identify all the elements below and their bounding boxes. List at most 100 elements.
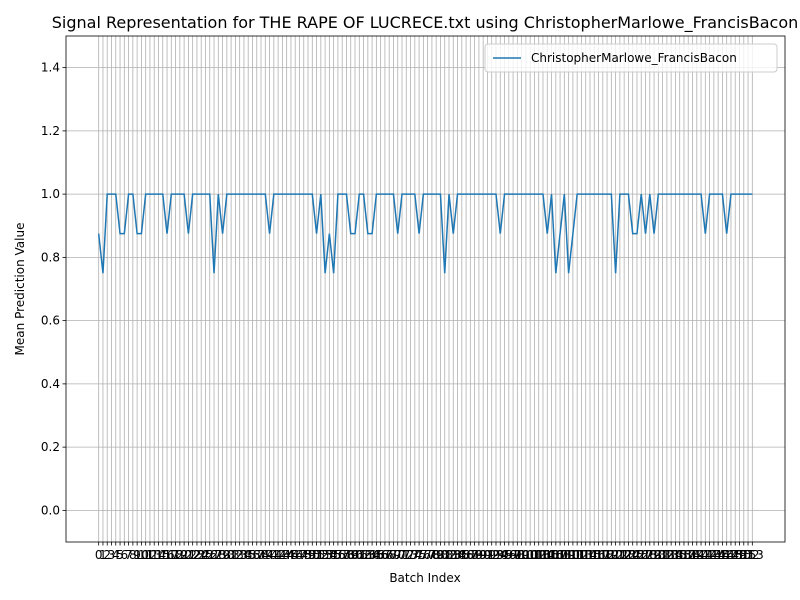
y-tick-label: 0.0 [41,503,60,517]
x-tick-label: 44 [279,548,294,562]
x-tick-label: 75 [411,548,426,562]
x-tick-label: 130 [643,548,666,562]
x-tick-label: 13 [147,548,162,562]
x-tick-label: 19 [172,548,187,562]
axes-frame [65,35,786,543]
x-tick-label: 9 [133,548,141,562]
x-tick-label: 63 [360,548,375,562]
x-tick-label: 66 [373,548,388,562]
x-tick-label: 80 [433,548,448,562]
x-tick-label: 153 [741,548,764,562]
x-tick-label: 56 [330,548,345,562]
x-tick-label: 138 [677,548,700,562]
x-tick-label: 151 [732,548,755,562]
x-tick-label: 10 [134,548,149,562]
x-tick-label: 59 [343,548,358,562]
x-tick-label: 5 [116,548,124,562]
data-line [97,193,753,274]
x-tick-label: 52 [313,548,328,562]
x-tick-label: 69 [386,548,401,562]
x-tick-label: 16 [159,548,174,562]
x-tick-label: 62 [356,548,371,562]
x-tick-label: 46 [288,548,303,562]
x-tick-label: 4 [112,548,120,562]
x-tick-label: 120 [600,548,623,562]
x-tick-label: 41 [266,548,281,562]
x-tick-label: 67 [377,548,392,562]
x-tick-label: 35 [241,548,256,562]
x-tick-label: 148 [720,548,743,562]
x-tick-label: 113 [570,548,593,562]
x-tick-label: 6 [120,548,128,562]
x-tick-label: 134 [660,548,683,562]
y-tick-label: 1.4 [41,61,60,75]
x-tick-label: 78 [424,548,439,562]
x-tick-label: 97 [505,548,520,562]
x-tick-label: 150 [728,548,751,562]
x-tick-label: 108 [549,548,572,562]
x-tick-label: 107 [544,548,567,562]
x-tick-label: 14 [151,548,166,562]
x-tick-label: 114 [574,548,597,562]
x-tick-label: 115 [579,548,602,562]
x-tick-label: 105 [536,548,559,562]
x-tick-label: 149 [724,548,747,562]
x-tick-label: 144 [702,548,725,562]
x-tick-label: 152 [737,548,760,562]
x-tick-label: 38 [253,548,268,562]
x-tick-label: 132 [651,548,674,562]
x-tick-label: 20 [176,548,191,562]
legend-label: ChristopherMarlowe_FrancisBacon [531,51,737,65]
x-tick-label: 112 [566,548,589,562]
x-tick-label: 145 [707,548,730,562]
x-tick-label: 85 [454,548,469,562]
x-tick-label: 125 [621,548,644,562]
x-tick-label: 72 [399,548,414,562]
x-tick-label: 79 [429,548,444,562]
x-tick-label: 40 [262,548,277,562]
x-tick-label: 18 [168,548,183,562]
x-tick-label: 28 [211,548,226,562]
x-tick-label: 95 [497,548,512,562]
x-tick-label: 124 [617,548,640,562]
x-tick-label: 111 [561,548,584,562]
x-tick-label: 96 [501,548,516,562]
x-tick-label: 48 [296,548,311,562]
x-tick-label: 141 [690,548,713,562]
x-tick-label: 126 [626,548,649,562]
x-tick-label: 94 [493,548,508,562]
x-tick-label: 15 [155,548,170,562]
x-tick-label: 81 [437,548,452,562]
y-tick-label: 1.2 [41,124,60,138]
x-tick-label: 11 [138,548,153,562]
x-tick-label: 99 [514,548,529,562]
x-tick-label: 103 [527,548,550,562]
x-tick-label: 92 [484,548,499,562]
x-tick-label: 147 [715,548,738,562]
x-tick-label: 39 [258,548,273,562]
x-tick-label: 60 [347,548,362,562]
x-tick-label: 87 [463,548,478,562]
x-tick-label: 131 [647,548,670,562]
x-tick-label: 143 [698,548,721,562]
x-tick-label: 8 [129,548,137,562]
x-tick-label: 21 [181,548,196,562]
x-tick-label: 51 [309,548,324,562]
x-tick-label: 49 [300,548,315,562]
x-tick-label: 1 [99,548,107,562]
y-tick-label: 0.2 [41,440,60,454]
x-tick-label: 31 [223,548,238,562]
x-tick-label: 135 [664,548,687,562]
x-tick-label: 12 [142,548,157,562]
x-tick-label: 118 [591,548,614,562]
x-tick-label: 76 [416,548,431,562]
x-tick-label: 25 [198,548,213,562]
x-tick-label: 2 [103,548,111,562]
x-tick-label: 0 [95,548,103,562]
x-tick-label: 136 [668,548,691,562]
x-tick-label: 86 [458,548,473,562]
x-tick-label: 53 [317,548,332,562]
y-tick-label: 0.6 [41,314,60,328]
x-tick-label: 64 [364,548,379,562]
